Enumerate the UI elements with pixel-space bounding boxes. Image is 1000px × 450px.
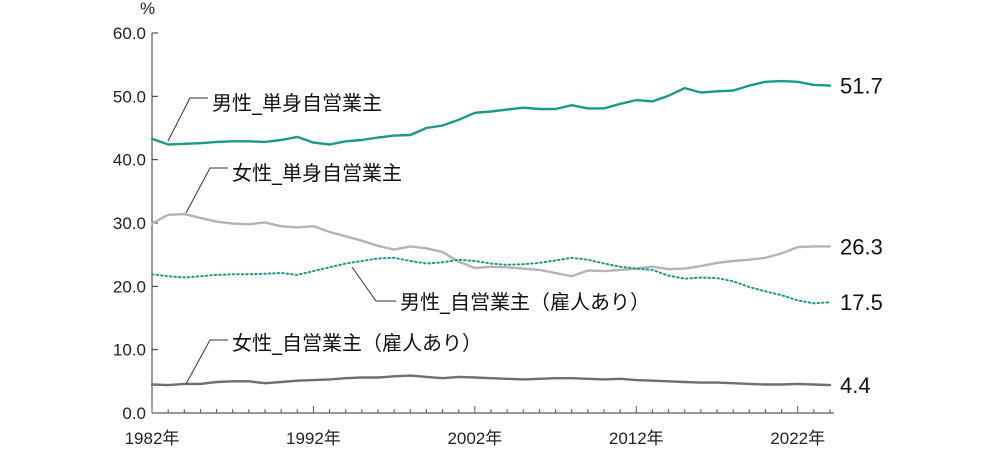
y-tick-label: 40.0	[113, 151, 146, 170]
label-leaders	[167, 97, 396, 385]
series-line-female-employer	[150, 374, 832, 387]
y-tick-label: 60.0	[113, 24, 146, 43]
x-tick-label: 2012年	[609, 429, 664, 448]
leader-line	[185, 167, 228, 214]
leader-line	[185, 339, 228, 385]
series-label-female-employer: 女性_自営業主（雇人あり）	[232, 331, 482, 355]
series-line-female-solo	[150, 212, 832, 278]
y-tick-label: 10.0	[113, 341, 146, 360]
end-value-label-female-solo: 26.3	[840, 234, 883, 259]
x-tick-label: 2022年	[770, 429, 825, 448]
end-value-label-female-employer: 4.4	[840, 373, 871, 398]
series-line-male-employer	[151, 256, 831, 305]
x-tick-label: 2002年	[447, 429, 502, 448]
series-label-male-employer: 男性_自営業主（雇人あり）	[400, 290, 650, 314]
y-axis-unit-label: %	[140, 0, 155, 18]
x-axis: 1982年 1992年 2002年 2012年 2022年	[125, 406, 834, 448]
series-label-female-solo: 女性_単身自営業主	[232, 161, 402, 185]
y-axis: 0.0 10.0 20.0 30.0 40.0 50.0 60.0	[113, 24, 158, 423]
y-tick-label: 20.0	[113, 277, 146, 296]
leader-line	[167, 97, 208, 142]
y-tick-label: 0.0	[122, 404, 146, 423]
y-tick-label: 30.0	[113, 214, 146, 233]
end-value-label-male-employer: 17.5	[840, 290, 883, 315]
end-value-label-male-solo: 51.7	[840, 74, 883, 99]
series-lines	[150, 79, 832, 387]
y-tick-label: 50.0	[113, 87, 146, 106]
x-tick-label: 1992年	[286, 429, 341, 448]
x-tick-label: 1982年	[125, 429, 180, 448]
series-label-male-solo: 男性_単身自営業主	[212, 91, 382, 115]
leader-line	[351, 266, 396, 302]
series-line-male-solo	[150, 79, 832, 146]
